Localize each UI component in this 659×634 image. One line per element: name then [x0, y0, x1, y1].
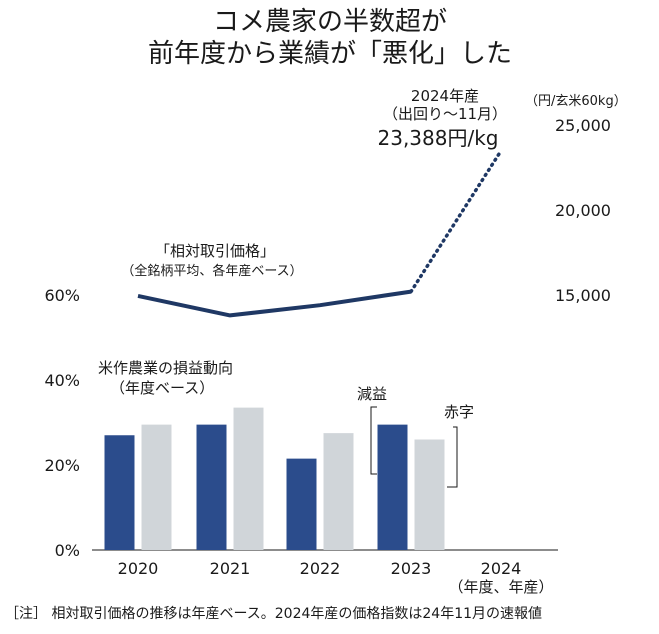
bar-2020-akaji — [141, 424, 172, 550]
series-label-genneki: 減益 — [357, 385, 387, 403]
bar-group-subtitle: （年度ベース） — [110, 379, 214, 397]
x-tick-2021: 2021 — [210, 559, 251, 578]
price-line-solid — [137, 289, 412, 318]
right-axis-unit: （円/玄米60kg） — [525, 94, 627, 109]
line-series-subname: （全銘柄平均、各年産ベース） — [121, 263, 302, 279]
left-tick-0: 0% — [55, 541, 80, 560]
bar-2022-genneki — [286, 458, 317, 550]
x-tick-2023: 2023 — [391, 559, 432, 578]
bar-2020-genneki — [104, 435, 135, 550]
bar-group-title: 米作農業の損益動向 — [98, 359, 233, 377]
x-axis-unit: （年度、年産） — [448, 578, 553, 596]
bar-2023-akaji — [414, 439, 445, 550]
chart-title-line-2: 前年度から業績が「悪化」した — [148, 39, 512, 69]
price-line-dotted — [409, 150, 502, 294]
x-tick-2022: 2022 — [300, 559, 341, 578]
right-tick-15000: 15,000 — [555, 286, 611, 305]
annotation-2024-value: 23,388円/kg — [378, 126, 499, 150]
chart-title-line-1: コメ農家の半数超が — [213, 7, 447, 37]
annotation-2024-period: （出回り〜11月） — [383, 105, 507, 123]
series-label-akaji: 赤字 — [444, 403, 474, 421]
left-tick-20: 20% — [44, 456, 80, 475]
bracket-genneki — [370, 406, 377, 475]
line-series-name: 「相対取引価格」 — [155, 242, 275, 260]
right-tick-20000: 20,000 — [555, 201, 611, 220]
bracket-akaji — [447, 426, 458, 488]
annotation-2024-year: 2024年産 — [411, 87, 479, 105]
bar-2021-akaji — [233, 407, 264, 550]
left-tick-60: 60% — [44, 286, 80, 305]
x-tick-2024: 2024 — [481, 559, 522, 578]
bars — [104, 407, 445, 550]
bar-2021-genneki — [196, 424, 227, 550]
bar-2023-genneki — [377, 424, 408, 550]
left-tick-40: 40% — [44, 371, 80, 390]
footnote: ［注］ 相対取引価格の推移は年産ベース。2024年産の価格指数は24年11月の速… — [5, 606, 542, 622]
x-tick-2020: 2020 — [118, 559, 159, 578]
right-tick-25000: 25,000 — [555, 116, 611, 135]
bar-2022-akaji — [323, 433, 354, 550]
